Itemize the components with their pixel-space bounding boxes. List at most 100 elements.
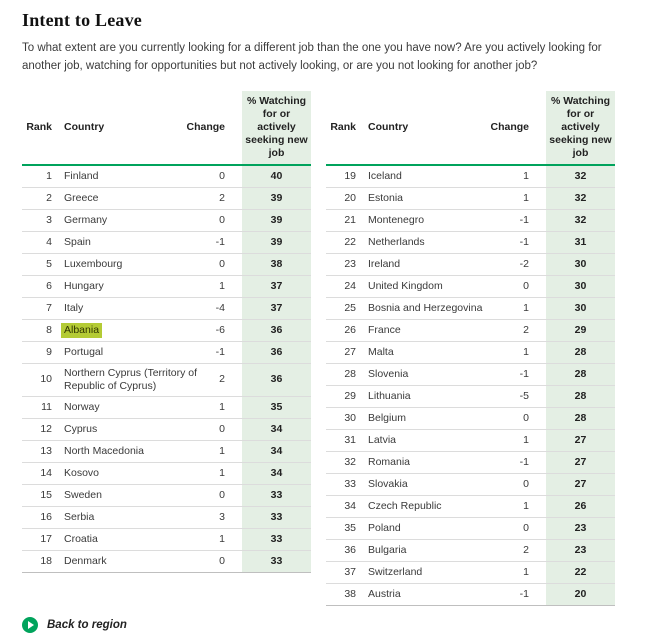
rank-cell: 2 bbox=[46, 191, 52, 204]
percent-cell: 34 bbox=[242, 418, 311, 440]
country-name: Austria bbox=[368, 587, 401, 600]
change-cell: 1 bbox=[523, 169, 529, 182]
percent-cell: 20 bbox=[546, 583, 615, 605]
country-cell: Austria bbox=[356, 584, 506, 605]
change-cell: 1 bbox=[523, 565, 529, 578]
change-cell: 1 bbox=[219, 532, 225, 545]
change-cell: 1 bbox=[219, 400, 225, 413]
country-cell: Latvia bbox=[356, 430, 509, 451]
country-cell: Northern Cyprus (Territory of Republic o… bbox=[52, 364, 205, 396]
country-name: Denmark bbox=[64, 554, 107, 567]
country-name: Sweden bbox=[64, 488, 102, 501]
country-name: Serbia bbox=[64, 510, 95, 523]
change-cell: -1 bbox=[215, 345, 225, 358]
percent-cell: 28 bbox=[546, 341, 615, 363]
percent-cell: 27 bbox=[546, 451, 615, 473]
change-cell: 0 bbox=[219, 169, 225, 182]
rank-cell: 8 bbox=[46, 323, 52, 336]
percent-cell: 33 bbox=[242, 550, 311, 572]
percent-cell: 36 bbox=[242, 319, 311, 341]
table-row: 14 Kosovo 1 34 bbox=[22, 462, 311, 485]
table-row: 22 Netherlands -1 31 bbox=[326, 231, 615, 254]
rank-cell: 38 bbox=[344, 587, 356, 600]
table-row: 3 Germany 0 39 bbox=[22, 209, 311, 232]
percent-cell: 26 bbox=[546, 495, 615, 517]
country-name: Luxembourg bbox=[64, 257, 123, 270]
rank-cell: 22 bbox=[344, 235, 356, 248]
table-row: 20 Estonia 1 32 bbox=[326, 187, 615, 210]
rank-cell: 16 bbox=[40, 510, 52, 523]
change-cell: -6 bbox=[215, 323, 225, 336]
change-cell: -1 bbox=[519, 587, 529, 600]
change-cell: 0 bbox=[219, 213, 225, 226]
change-cell: 1 bbox=[219, 279, 225, 292]
country-name: Switzerland bbox=[368, 565, 423, 578]
table-header-row: Rank Country Change % Watching for or ac… bbox=[22, 90, 311, 166]
rank-cell: 1 bbox=[46, 169, 52, 182]
rank-cell: 10 bbox=[40, 373, 52, 386]
table-row: 17 Croatia 1 33 bbox=[22, 528, 311, 551]
table-row: 26 France 2 29 bbox=[326, 319, 615, 342]
table-row: 11 Norway 1 35 bbox=[22, 396, 311, 419]
page-title: Intent to Leave bbox=[22, 10, 142, 30]
percent-cell: 39 bbox=[242, 187, 311, 209]
rank-cell: 37 bbox=[344, 565, 356, 578]
rank-cell: 20 bbox=[344, 191, 356, 204]
rank-cell: 3 bbox=[46, 213, 52, 226]
table-row: 35 Poland 0 23 bbox=[326, 517, 615, 540]
country-cell: Norway bbox=[52, 397, 205, 418]
change-cell: 1 bbox=[523, 345, 529, 358]
change-cell: -5 bbox=[519, 389, 529, 402]
rank-cell: 36 bbox=[344, 543, 356, 556]
percent-cell: 37 bbox=[242, 275, 311, 297]
table-row: 16 Serbia 3 33 bbox=[22, 506, 311, 529]
rank-cell: 21 bbox=[344, 213, 356, 226]
change-cell: 1 bbox=[523, 301, 529, 314]
percent-cell: 29 bbox=[546, 319, 615, 341]
change-cell: 1 bbox=[219, 466, 225, 479]
country-cell: Luxembourg bbox=[52, 254, 205, 275]
country-cell: Bosnia and Herzegovina bbox=[356, 298, 509, 319]
country-name: Italy bbox=[64, 301, 84, 314]
country-cell: Estonia bbox=[356, 188, 509, 209]
rank-cell: 4 bbox=[46, 235, 52, 248]
country-cell: Bulgaria bbox=[356, 540, 509, 561]
percent-cell: 30 bbox=[546, 253, 615, 275]
country-cell: Sweden bbox=[52, 485, 205, 506]
rank-cell: 30 bbox=[344, 411, 356, 424]
percent-cell: 23 bbox=[546, 539, 615, 561]
rank-cell: 27 bbox=[344, 345, 356, 358]
country-name: Ireland bbox=[368, 257, 401, 270]
percent-cell: 31 bbox=[546, 231, 615, 253]
percent-cell: 39 bbox=[242, 209, 311, 231]
country-name: Latvia bbox=[368, 433, 397, 446]
change-cell: 0 bbox=[219, 488, 225, 501]
country-cell: Italy bbox=[52, 298, 202, 319]
change-cell: -1 bbox=[519, 235, 529, 248]
country-name: Hungary bbox=[64, 279, 104, 292]
country-name: Czech Republic bbox=[368, 499, 442, 512]
back-to-region-button[interactable]: Back to region bbox=[22, 616, 127, 633]
table-row: 15 Sweden 0 33 bbox=[22, 484, 311, 507]
rank-cell: 33 bbox=[344, 477, 356, 490]
country-cell: Spain bbox=[52, 232, 202, 253]
country-cell: Cyprus bbox=[52, 419, 205, 440]
country-cell: Denmark bbox=[52, 551, 205, 572]
country-column-header: Country bbox=[64, 120, 105, 133]
page-description: To what extent are you currently looking… bbox=[22, 42, 602, 72]
change-cell: 0 bbox=[219, 554, 225, 567]
rank-cell: 32 bbox=[344, 455, 356, 468]
country-name: Greece bbox=[64, 191, 99, 204]
table-row: 10 Northern Cyprus (Territory of Republi… bbox=[22, 363, 311, 397]
play-icon bbox=[22, 616, 38, 633]
table-row: 28 Slovenia -1 28 bbox=[326, 363, 615, 386]
country-cell: Montenegro bbox=[356, 210, 506, 231]
country-cell: Netherlands bbox=[356, 232, 506, 253]
country-cell: Czech Republic bbox=[356, 496, 509, 517]
country-name: Lithuania bbox=[368, 389, 411, 402]
rank-cell: 7 bbox=[46, 301, 52, 314]
country-name: Bulgaria bbox=[368, 543, 407, 556]
rank-table-right: Rank Country Change % Watching for or ac… bbox=[326, 90, 615, 606]
country-cell: France bbox=[356, 320, 509, 341]
